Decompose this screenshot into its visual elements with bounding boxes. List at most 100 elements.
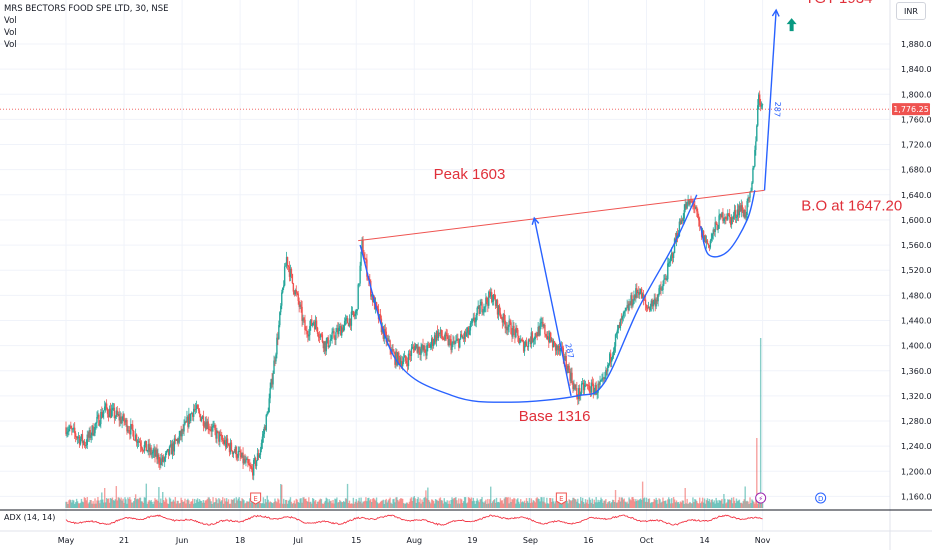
- candle-body-146: [206, 421, 208, 429]
- candle-body-636: [680, 219, 683, 225]
- volume-bar-473: [522, 502, 525, 508]
- candle-body-255: [312, 323, 314, 326]
- candle-body-589: [635, 288, 637, 298]
- candle-body-366: [419, 352, 421, 355]
- adx-indicator-label: ADX (14, 14): [4, 513, 56, 522]
- candle-body-715: [757, 105, 759, 126]
- candle-body-52: [115, 410, 118, 417]
- volume-bar-363: [416, 498, 418, 508]
- volume-bar-589: [635, 499, 637, 508]
- volume-bar-420: [471, 501, 474, 508]
- volume-bar-63: [126, 503, 128, 508]
- candle-body-542: [589, 391, 592, 393]
- candle-body-62: [125, 419, 127, 422]
- candle-body-168: [227, 443, 230, 446]
- price-tick-label-9: 1,520.00: [901, 266, 932, 275]
- volume-bar-136: [196, 498, 199, 508]
- volume-bar-383: [435, 499, 438, 508]
- volume-legend-2: Vol: [4, 28, 17, 38]
- candle-body-709: [751, 182, 753, 191]
- volume-bar-291: [346, 483, 349, 508]
- candle-body-681: [724, 217, 726, 219]
- candle-body-200: [258, 454, 261, 458]
- candle-body-353: [406, 363, 409, 367]
- volume-bar-605: [650, 502, 653, 508]
- time-axis[interactable]: May 21 Jun 18 Jul 15 Aug 19 Sep 16 Oct 14 Nov: [0, 530, 932, 545]
- candle-body-134: [194, 408, 197, 410]
- candle-body-491: [540, 322, 542, 324]
- candle-body-1: [66, 432, 68, 435]
- candle-body-281: [337, 328, 339, 335]
- volume-bar-303: [358, 497, 360, 508]
- candle-body-403: [455, 340, 457, 343]
- volume-bar-500: [549, 498, 551, 508]
- volume-bar-606: [651, 502, 654, 508]
- price-axis[interactable]: 1,160.00 1,200.00 1,240.00 1,280.00 1,320.00…: [889, 0, 932, 550]
- candle-body-244: [301, 306, 303, 321]
- candle-body-224: [282, 287, 284, 293]
- candle-body-95: [157, 454, 159, 460]
- candle-body-16: [80, 434, 83, 439]
- volume-bar-685: [728, 499, 730, 508]
- volume-bar-475: [524, 503, 527, 508]
- candle-body-46: [109, 408, 112, 418]
- candle-body-61: [124, 421, 126, 423]
- candle-body-149: [209, 429, 211, 431]
- volume-bar-266: [322, 503, 325, 508]
- candle-body-558: [605, 369, 607, 378]
- candle-body-202: [260, 442, 263, 450]
- candle-body-170: [229, 442, 232, 453]
- volume-bar-297: [352, 497, 355, 508]
- candle-body-181: [240, 455, 242, 458]
- volume-bar-253: [310, 501, 312, 508]
- candle-body-694: [736, 209, 739, 218]
- candle-body-650: [694, 206, 696, 209]
- volume-bar-693: [735, 498, 738, 508]
- volume-bar-487: [536, 497, 538, 508]
- candle-body-395: [447, 336, 449, 346]
- volume-bar-610: [655, 497, 657, 508]
- volume-bar-447: [497, 501, 500, 508]
- event-markers[interactable]: E E ⚡ D: [250, 492, 827, 505]
- candle-body-638: [682, 218, 684, 222]
- volume-bar-422: [473, 500, 475, 508]
- volume-bar-110: [171, 501, 174, 508]
- volume-bar-597: [642, 498, 645, 508]
- volume-bar-218: [276, 502, 278, 508]
- candle-body-345: [399, 357, 401, 365]
- candle-body-271: [327, 337, 329, 348]
- volume-bar-147: [207, 497, 209, 508]
- volume-bar-98: [160, 498, 162, 508]
- candle-body-150: [210, 429, 212, 432]
- candle-body-355: [408, 353, 411, 355]
- candle-body-475: [524, 341, 527, 346]
- volume-bar-245: [302, 497, 304, 508]
- candle-body-273: [329, 340, 331, 346]
- volume-bar-54: [117, 497, 119, 508]
- volume-bar-165: [224, 501, 227, 508]
- volume-bar-458: [508, 503, 510, 508]
- candle-body-183: [242, 452, 244, 464]
- volume-bar-662: [705, 500, 708, 508]
- candle-body-358: [411, 346, 414, 349]
- price-tick-label-18: 1,880.00: [901, 40, 932, 49]
- candle-body-192: [251, 467, 253, 470]
- volume-bar-148: [208, 497, 210, 508]
- candle-body-60: [123, 414, 125, 422]
- volume-bar-640: [684, 488, 686, 508]
- candle-body-569: [615, 333, 618, 335]
- time-tick-label-4: Jul: [292, 536, 303, 545]
- volume-bar-32: [96, 500, 98, 508]
- volume-bar-265: [321, 503, 324, 508]
- candle-body-388: [440, 329, 443, 337]
- candle-body-691: [733, 210, 736, 216]
- volume-bar-46: [109, 497, 112, 508]
- chart-legend: MRS BECTORS FOOD SPE LTD, 30, NSE Vol Vo…: [4, 3, 169, 51]
- candle-body-242: [299, 304, 301, 307]
- candle-body-680: [723, 218, 725, 222]
- annotation-labels: 287 287 Peak 1603 Base 1316 B.O at 1647.20 TG…: [434, 0, 903, 425]
- currency-button[interactable]: INR: [896, 2, 926, 20]
- volume-bar-366: [419, 498, 421, 508]
